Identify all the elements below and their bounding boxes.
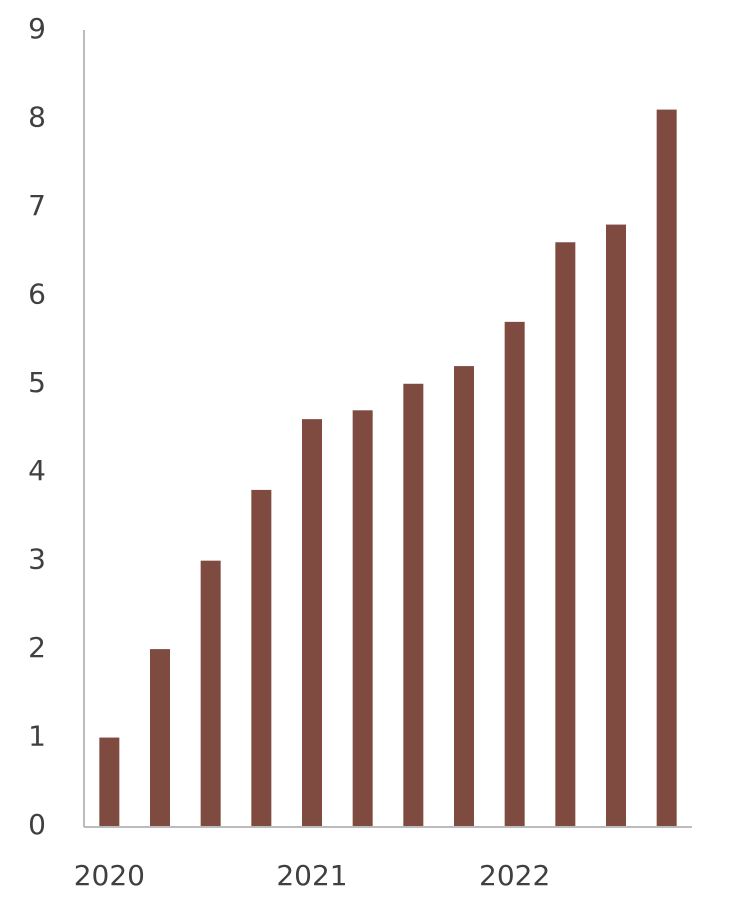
- y-tick-label: 2: [28, 631, 46, 664]
- x-tick-label: 2020: [74, 859, 145, 892]
- bar: [606, 224, 626, 827]
- x-tick-label: 2021: [276, 859, 347, 892]
- bar: [99, 737, 120, 826]
- bar: [403, 383, 424, 826]
- y-tick-label: 7: [28, 189, 46, 222]
- bar: [454, 366, 474, 826]
- y-tick-label: 3: [28, 543, 46, 576]
- y-tick-label: 5: [28, 366, 46, 399]
- y-tick-label: 6: [28, 277, 46, 310]
- y-tick-label: 9: [28, 12, 46, 45]
- bar: [656, 109, 677, 827]
- y-tick-label: 4: [28, 454, 46, 487]
- x-tick-label: 2022: [479, 859, 550, 892]
- bar: [200, 560, 221, 826]
- y-tick-label: 8: [28, 100, 46, 133]
- bar: [352, 410, 373, 826]
- bar: [504, 321, 525, 826]
- bar: [150, 649, 170, 826]
- bar: [251, 489, 272, 826]
- y-tick-label: 0: [28, 808, 46, 841]
- bar: [302, 419, 322, 826]
- y-tick-label: 1: [28, 720, 46, 753]
- bar: [555, 242, 576, 826]
